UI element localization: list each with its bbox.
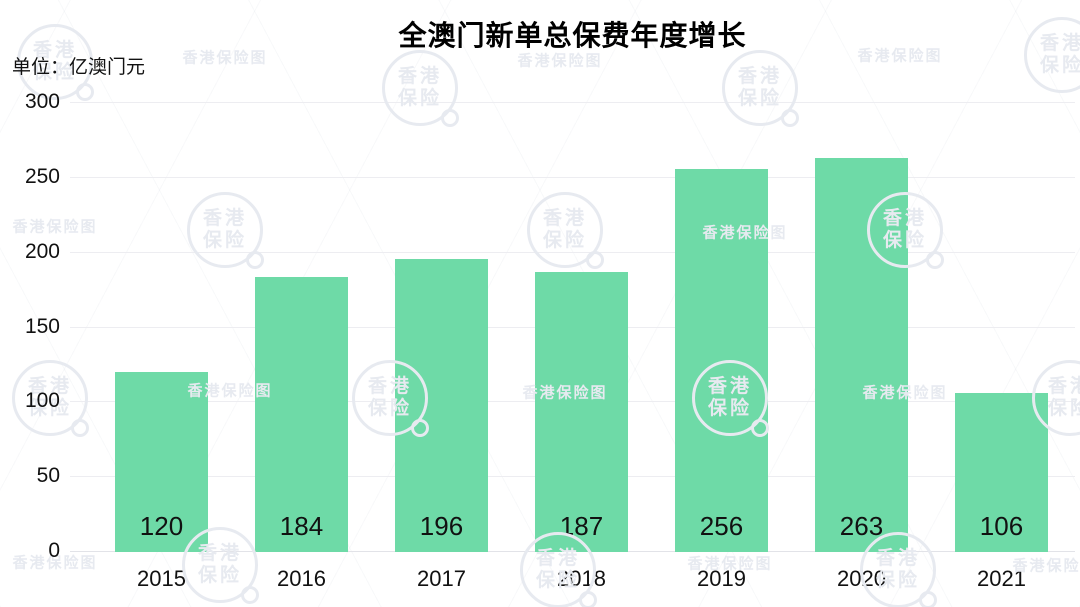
x-tick-label: 2020 xyxy=(837,566,886,591)
x-tick-label: 2021 xyxy=(977,566,1026,591)
bar-2019 xyxy=(675,168,768,552)
bar-value-label: 120 xyxy=(139,511,184,541)
y-tick-label: 200 xyxy=(24,239,60,263)
bar-value-label: 196 xyxy=(419,511,464,541)
bar-2017 xyxy=(395,258,488,552)
gridline-250 xyxy=(70,176,1075,178)
x-tick-label: 2016 xyxy=(277,566,326,591)
bar-value-label: 187 xyxy=(559,511,604,541)
watermark-stamp-line2: 保险 xyxy=(1039,55,1080,76)
x-tick-label: 2017 xyxy=(417,566,466,591)
y-tick-label: 150 xyxy=(24,314,60,338)
bar-group: 120 2015 184 2016 196 2017 187 2018 256 2019 263 20… xyxy=(70,103,1075,591)
bar-2016 xyxy=(255,276,348,552)
bar-column-2017: 196 2017 xyxy=(395,103,488,591)
x-tick-label: 2019 xyxy=(697,566,746,591)
x-tick-label: 2015 xyxy=(137,566,186,591)
y-tick-label: 50 xyxy=(36,464,60,488)
bar-2020 xyxy=(815,158,908,552)
watermark-dot xyxy=(76,83,94,101)
watermark-stamp-line1: 香港 xyxy=(397,66,442,88)
bar-column-2018: 187 2018 xyxy=(535,103,628,591)
bar-value-label: 184 xyxy=(279,511,324,541)
bar-column-2021: 106 2021 xyxy=(955,103,1048,591)
bar-2015 xyxy=(115,372,208,552)
bar-2018 xyxy=(535,272,628,552)
y-tick-label: 250 xyxy=(24,164,60,188)
bar-column-2015: 120 2015 xyxy=(115,103,208,591)
bar-column-2019: 256 2019 xyxy=(675,103,768,591)
y-tick-label: 300 xyxy=(24,90,60,113)
y-tick-label: 0 xyxy=(48,539,60,562)
watermark-dot xyxy=(579,591,597,607)
bar-value-label: 256 xyxy=(699,511,744,541)
watermark-dot xyxy=(919,591,937,607)
gridline-300 xyxy=(70,102,1075,103)
bar-column-2016: 184 2016 xyxy=(255,103,348,591)
chart-title: 全澳门新单总保费年度增长 xyxy=(398,20,747,51)
bar-value-label: 106 xyxy=(979,511,1024,541)
bar-column-2020: 263 2020 xyxy=(815,103,908,591)
gridline-200 xyxy=(70,251,1075,253)
y-tick-label: 100 xyxy=(24,389,60,413)
unit-label: 单位：亿澳门元 xyxy=(12,57,146,78)
x-tick-label: 2018 xyxy=(557,566,606,591)
watermark-stamp-line1: 香港 xyxy=(737,66,782,88)
bar-value-label: 263 xyxy=(839,511,884,541)
plot-area: 120 2015 184 2016 196 2017 187 2018 256 2019 263 20… xyxy=(70,102,1075,591)
